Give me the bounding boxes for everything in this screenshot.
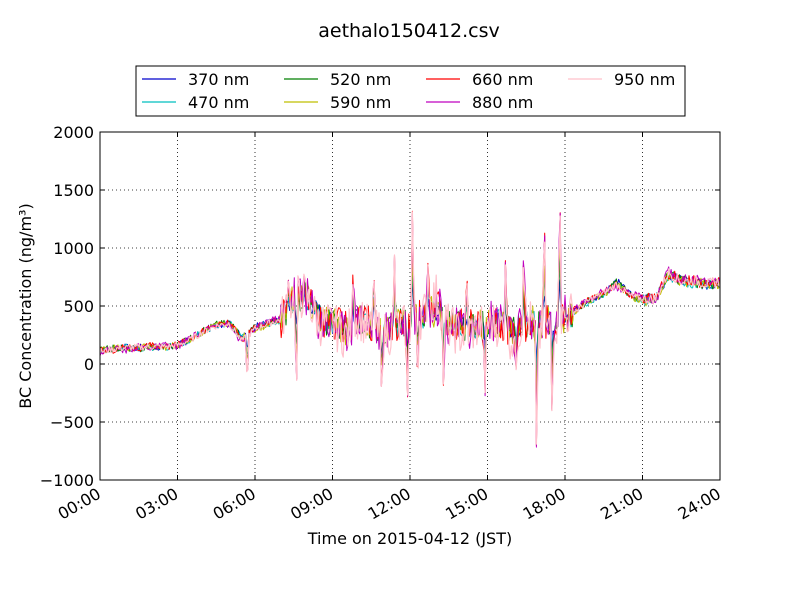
x-tick-label: 15:00 — [442, 484, 491, 524]
x-tick-label: 24:00 — [675, 484, 724, 524]
series-line-950-nm — [99, 211, 721, 445]
series-lines — [99, 210, 721, 448]
y-tick-labels: 2000 1500 1000 500 0 −500 −1000 — [40, 123, 94, 490]
y-tick-label: −500 — [50, 413, 94, 432]
legend-label: 470 nm — [188, 93, 249, 112]
x-axis-label: Time on 2015-04-12 (JST) — [307, 529, 512, 548]
y-tick-label: 500 — [63, 297, 94, 316]
legend-label: 660 nm — [472, 70, 533, 89]
axis-ticks — [99, 131, 721, 481]
y-tick-label: 1500 — [53, 181, 94, 200]
y-tick-label: 2000 — [53, 123, 94, 142]
legend-label: 950 nm — [614, 70, 675, 89]
y-tick-label: −1000 — [40, 471, 94, 490]
legend-label: 880 nm — [472, 93, 533, 112]
x-tick-label: 06:00 — [210, 484, 259, 524]
grid-lines — [100, 132, 720, 480]
legend-label: 370 nm — [188, 70, 249, 89]
legend-label: 520 nm — [330, 70, 391, 89]
x-tick-label: 21:00 — [597, 484, 646, 524]
x-tick-label: 03:00 — [132, 484, 181, 524]
legend-box — [135, 65, 686, 117]
legend-label: 590 nm — [330, 93, 391, 112]
legend: 370 nm 470 nm 520 nm 590 nm 660 nm 880 nm 950 … — [135, 65, 686, 117]
x-tick-labels: 00:00 03:00 06:00 09:00 12:00 15:00 18:00 21:00… — [55, 484, 724, 524]
chart-title: aethalo150412.csv — [318, 20, 500, 42]
y-tick-label: 0 — [84, 355, 94, 374]
x-tick-label: 18:00 — [520, 484, 569, 524]
x-tick-label: 09:00 — [287, 484, 336, 524]
y-axis-label: BC Concentration (ng/m³) — [16, 203, 35, 408]
x-tick-label: 12:00 — [365, 484, 414, 524]
y-tick-label: 1000 — [53, 239, 94, 258]
